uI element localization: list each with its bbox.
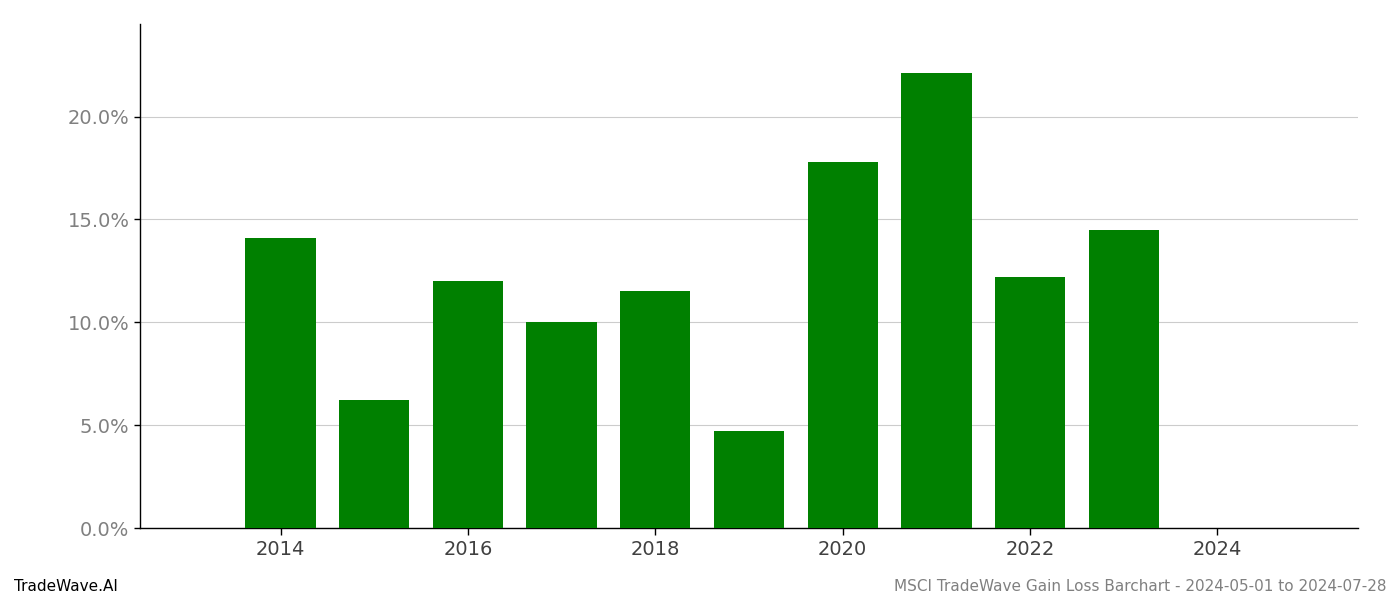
Bar: [339, 400, 409, 528]
Bar: [620, 292, 690, 528]
Bar: [714, 431, 784, 528]
Bar: [433, 281, 503, 528]
Bar: [245, 238, 315, 528]
Text: TradeWave.AI: TradeWave.AI: [14, 579, 118, 594]
Bar: [995, 277, 1065, 528]
Bar: [526, 322, 596, 528]
Bar: [1089, 230, 1159, 528]
Bar: [902, 73, 972, 528]
Bar: [808, 162, 878, 528]
Text: MSCI TradeWave Gain Loss Barchart - 2024-05-01 to 2024-07-28: MSCI TradeWave Gain Loss Barchart - 2024…: [893, 579, 1386, 594]
